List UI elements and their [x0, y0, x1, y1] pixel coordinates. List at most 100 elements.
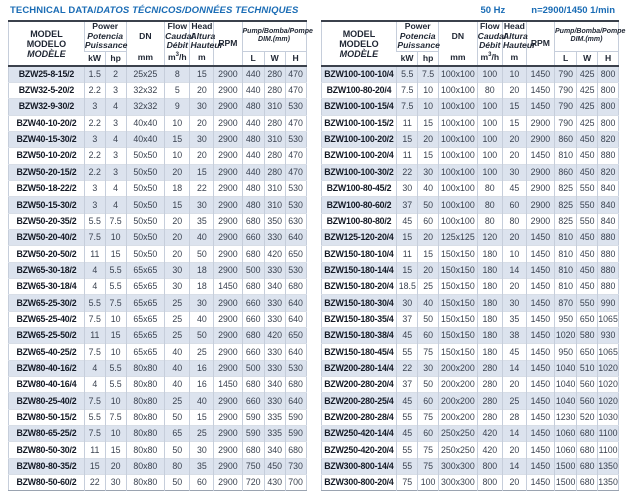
value-cell: 1450	[525, 392, 555, 410]
value-cell: 15	[164, 130, 190, 148]
model-cell: BZW300-800-14/4	[321, 457, 397, 475]
table-row: BZW150-180-20/4 18.5 25 150x150 180 20 1450 810…	[321, 277, 619, 295]
value-cell: 1450	[525, 359, 555, 377]
value-cell: 30	[189, 98, 214, 116]
header-head-en: Head	[191, 21, 213, 32]
value-cell: 25	[189, 343, 214, 361]
value-cell: 5.5	[83, 408, 106, 426]
value-cell: 11	[396, 114, 418, 132]
value-cell: 15	[164, 196, 190, 214]
table-row: BZW50-20-35/2 5.5 7.5 50x50 20 35 2900 680 350 63…	[8, 212, 306, 230]
value-cell: 280	[263, 81, 286, 99]
table-row: BZW40-15-30/2 3 4 40x40 15 30 2900 480 310 530	[8, 130, 306, 148]
value-cell: 2900	[213, 130, 242, 148]
value-cell: 590	[241, 425, 265, 442]
value-cell: 420	[476, 425, 503, 442]
value-cell: 37	[396, 376, 418, 393]
table-row: BZW40-10-20/2 2.2 3 40x40 10 20 2900 440 280 470	[8, 114, 306, 132]
value-cell: 680	[576, 441, 598, 459]
value-cell: 16	[189, 359, 214, 377]
value-cell: 425	[576, 114, 598, 132]
value-cell: 40	[164, 376, 190, 393]
value-cell: 125x125	[438, 228, 478, 246]
value-cell: 15	[501, 98, 527, 116]
value-cell: 60	[417, 326, 439, 344]
model-cell: BZW100-100-15/2	[321, 114, 397, 132]
header-dim: Pump/Bomba/Pompe DIM.(mm)	[554, 21, 625, 52]
value-cell: 150x150	[438, 261, 478, 279]
value-cell: 530	[284, 179, 306, 197]
value-cell: 100x100	[438, 179, 478, 197]
value-cell: 530	[284, 261, 306, 279]
value-cell: 425	[576, 81, 598, 99]
value-cell: 310	[263, 196, 286, 214]
table-body-right: BZW100-100-10/4 5.5 7.5 100x100 100 10 1450 790…	[321, 66, 619, 491]
value-cell: 2	[104, 66, 126, 83]
table-row: BZW80-40-16/4 4 5.5 80x80 40 16 1450 680 340 680	[8, 376, 306, 393]
value-cell: 25	[164, 310, 190, 328]
value-cell: 590	[241, 408, 265, 426]
value-cell: 18	[189, 261, 214, 279]
model-cell: BZW80-80-35/2	[8, 457, 85, 475]
speed-label: n=2900/1450 1/min	[531, 5, 615, 16]
value-cell: 650	[576, 343, 598, 361]
table-row: BZW80-50-60/2 22 30 80x80 50 60 2900 720 430 700	[8, 474, 306, 491]
value-cell: 180	[476, 310, 503, 328]
table-row: BZW65-40-25/2 7.5 10 65x65 40 25 2900 660 330 640	[8, 343, 306, 361]
header-flow-fr: Débit	[479, 40, 501, 51]
value-cell: 100	[476, 130, 503, 148]
value-cell: 150x150	[438, 277, 478, 295]
value-cell: 5.5	[396, 66, 418, 83]
header-unit-h: H	[597, 51, 619, 67]
value-cell: 65x65	[125, 261, 165, 279]
value-cell: 20	[501, 130, 527, 148]
value-cell: 80	[164, 457, 190, 475]
page-title: TECHNICAL DATA/DATOS TÉCNICOS/DONNÉES TE…	[10, 5, 298, 16]
value-cell: 530	[284, 98, 306, 116]
value-cell: 22	[189, 179, 214, 197]
value-cell: 1100	[597, 425, 619, 442]
value-cell: 100	[476, 163, 503, 181]
table-row: BZW80-25-40/2 7.5 10 80x80 25 40 2900 660 330 640	[8, 392, 306, 410]
value-cell: 15	[417, 245, 439, 263]
value-cell: 10	[417, 81, 439, 99]
value-cell: 470	[284, 163, 306, 181]
value-cell: 2.2	[83, 163, 106, 181]
value-cell: 530	[284, 359, 306, 377]
value-cell: 680	[284, 441, 306, 459]
value-cell: 2.2	[83, 147, 106, 165]
value-cell: 840	[597, 196, 619, 214]
value-cell: 480	[241, 179, 265, 197]
value-cell: 3	[104, 81, 126, 99]
value-cell: 470	[284, 81, 306, 99]
value-cell: 100x100	[438, 130, 478, 148]
table-row: BZW65-25-50/2 11 15 65x65 25 50 2900 680 420 650	[8, 326, 306, 344]
value-cell: 330	[263, 294, 286, 312]
value-cell: 20	[189, 147, 214, 165]
model-cell: BZW65-25-50/2	[8, 326, 85, 344]
value-cell: 560	[576, 376, 598, 393]
value-cell: 1065	[597, 310, 619, 328]
header-dn-unit: mm	[137, 52, 153, 62]
value-cell: 825	[553, 179, 577, 197]
model-cell: BZW65-30-18/2	[8, 261, 85, 279]
header-unit-kw: kW	[84, 51, 106, 67]
value-cell: 280	[263, 147, 286, 165]
value-cell: 2900	[213, 163, 242, 181]
header-dn: DN mm	[125, 21, 165, 67]
value-cell: 100	[417, 474, 439, 491]
model-cell: BZW80-50-60/2	[8, 474, 85, 491]
value-cell: 2900	[213, 147, 242, 165]
value-cell: 10	[104, 343, 126, 361]
value-cell: 820	[597, 130, 619, 148]
value-cell: 2900	[213, 408, 242, 426]
value-cell: 280	[476, 376, 503, 393]
value-cell: 2900	[525, 196, 555, 214]
value-cell: 40x40	[125, 114, 165, 132]
value-cell: 7.5	[396, 81, 418, 99]
model-cell: BZW80-65-25/2	[8, 425, 85, 442]
value-cell: 750	[241, 457, 265, 475]
value-cell: 15	[417, 114, 439, 132]
value-cell: 15	[189, 408, 214, 426]
value-cell: 18	[164, 179, 190, 197]
